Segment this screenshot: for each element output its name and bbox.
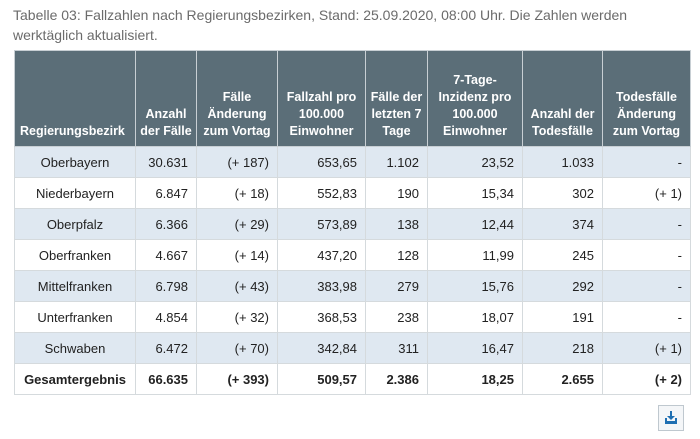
table-row: Mittelfranken 6.798 (+ 43) 383,98 279 15…: [14, 270, 691, 302]
table-cell: (+ 70): [196, 332, 278, 364]
download-button[interactable]: [658, 405, 684, 431]
table-cell: 15,76: [427, 270, 523, 302]
table-cell: 11,99: [427, 239, 523, 271]
total-row: Gesamtergebnis 66.635 (+ 393) 509,57 2.3…: [14, 363, 691, 395]
table-cell: -: [602, 208, 691, 240]
table-cell: 4.854: [135, 301, 197, 333]
table-cell: 128: [365, 239, 428, 271]
table-cell: (+ 32): [196, 301, 278, 333]
table-cell: 552,83: [277, 177, 366, 209]
table-cell: -: [602, 301, 691, 333]
col-header[interactable]: Regierungsbezirk: [14, 50, 136, 147]
table-cell: (+ 1): [602, 177, 691, 209]
table-cell: 573,89: [277, 208, 366, 240]
table-cell: -: [602, 239, 691, 271]
table-cell: -: [602, 146, 691, 178]
total-cell: 18,25: [427, 363, 523, 395]
col-header[interactable]: Anzahl der Todesfälle: [522, 50, 603, 147]
table-cell: 1.102: [365, 146, 428, 178]
col-header[interactable]: Todesfälle Änderung zum Vortag: [602, 50, 691, 147]
table-cell: 437,20: [277, 239, 366, 271]
table-cell: 6.798: [135, 270, 197, 302]
table-row: Unterfranken 4.854 (+ 32) 368,53 238 18,…: [14, 301, 691, 333]
table-cell: 138: [365, 208, 428, 240]
table-cell: (+ 14): [196, 239, 278, 271]
table-row: Oberfranken 4.667 (+ 14) 437,20 128 11,9…: [14, 239, 691, 271]
table-cell: (+ 29): [196, 208, 278, 240]
total-cell: 509,57: [277, 363, 366, 395]
table-row: Schwaben 6.472 (+ 70) 342,84 311 16,47 2…: [14, 332, 691, 364]
table-cell: 374: [522, 208, 603, 240]
cases-table: Regierungsbezirk Anzahl der Fälle Fälle …: [14, 50, 691, 395]
total-cell: 66.635: [135, 363, 197, 395]
table-cell: 368,53: [277, 301, 366, 333]
total-cell: 2.386: [365, 363, 428, 395]
col-header[interactable]: Fälle Änderung zum Vortag: [196, 50, 278, 147]
region-cell: Unterfranken: [14, 301, 136, 333]
table-row: Niederbayern 6.847 (+ 18) 552,83 190 15,…: [14, 177, 691, 209]
table-caption: Tabelle 03: Fallzahlen nach Regierungsbe…: [13, 7, 628, 43]
total-cell: 2.655: [522, 363, 603, 395]
table-cell: 342,84: [277, 332, 366, 364]
table-cell: 238: [365, 301, 428, 333]
table-cell: 30.631: [135, 146, 197, 178]
table-cell: 23,52: [427, 146, 523, 178]
region-cell: Mittelfranken: [14, 270, 136, 302]
table-cell: (+ 18): [196, 177, 278, 209]
table-cell: 6.472: [135, 332, 197, 364]
table-cell: 6.366: [135, 208, 197, 240]
table-cell: 653,65: [277, 146, 366, 178]
table-cell: 279: [365, 270, 428, 302]
table-cell: 245: [522, 239, 603, 271]
col-header[interactable]: Fälle der letzten 7 Tage: [365, 50, 428, 147]
table-header-row: Regierungsbezirk Anzahl der Fälle Fälle …: [14, 50, 691, 147]
col-header[interactable]: 7-Tage-Inzidenz pro 100.000 Einwohner: [427, 50, 523, 147]
col-header[interactable]: Fallzahl pro 100.000 Einwohner: [277, 50, 366, 147]
table-cell: 302: [522, 177, 603, 209]
region-cell: Schwaben: [14, 332, 136, 364]
table-cell: (+ 1): [602, 332, 691, 364]
region-cell: Niederbayern: [14, 177, 136, 209]
table-cell: 383,98: [277, 270, 366, 302]
table-cell: 191: [522, 301, 603, 333]
table-cell: 16,47: [427, 332, 523, 364]
table-cell: (+ 43): [196, 270, 278, 302]
region-cell: Oberbayern: [14, 146, 136, 178]
total-cell: (+ 393): [196, 363, 278, 395]
table-row: Oberpfalz 6.366 (+ 29) 573,89 138 12,44 …: [14, 208, 691, 240]
table-cell: 15,34: [427, 177, 523, 209]
table-cell: 18,07: [427, 301, 523, 333]
table-cell: 12,44: [427, 208, 523, 240]
total-label: Gesamtergebnis: [14, 363, 136, 395]
table-cell: 218: [522, 332, 603, 364]
total-cell: (+ 2): [602, 363, 691, 395]
download-icon: [665, 411, 677, 424]
table-cell: (+ 187): [196, 146, 278, 178]
table-cell: 1.033: [522, 146, 603, 178]
table-cell: 292: [522, 270, 603, 302]
table-row: Oberbayern 30.631 (+ 187) 653,65 1.102 2…: [14, 146, 691, 178]
col-header[interactable]: Anzahl der Fälle: [135, 50, 197, 147]
table-cell: 4.667: [135, 239, 197, 271]
table-cell: 311: [365, 332, 428, 364]
table-cell: -: [602, 270, 691, 302]
region-cell: Oberpfalz: [14, 208, 136, 240]
table-cell: 6.847: [135, 177, 197, 209]
region-cell: Oberfranken: [14, 239, 136, 271]
table-cell: 190: [365, 177, 428, 209]
